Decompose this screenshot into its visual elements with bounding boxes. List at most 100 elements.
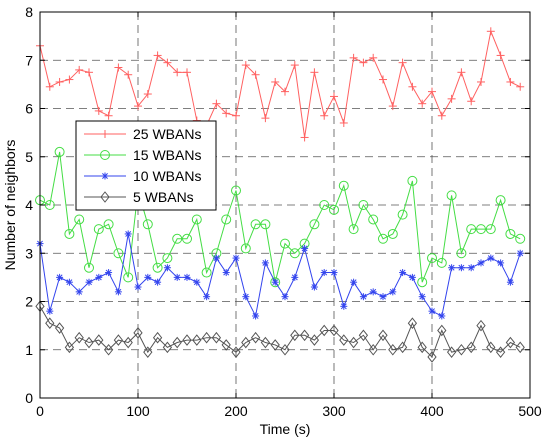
legend-box bbox=[75, 120, 217, 211]
data-point bbox=[54, 322, 65, 334]
marker-stroke bbox=[252, 313, 259, 319]
data-point bbox=[113, 334, 124, 346]
data-point bbox=[222, 109, 231, 118]
data-point bbox=[241, 61, 250, 70]
data-point bbox=[270, 277, 281, 288]
data-point bbox=[330, 269, 338, 277]
marker-stroke bbox=[125, 230, 132, 237]
data-point bbox=[515, 341, 525, 354]
data-point bbox=[456, 248, 467, 259]
marker-stroke bbox=[86, 279, 92, 286]
data-point bbox=[368, 343, 378, 356]
data-point bbox=[162, 253, 173, 264]
data-point bbox=[250, 331, 261, 344]
data-point bbox=[133, 327, 143, 339]
data-point bbox=[232, 111, 240, 120]
data-point bbox=[418, 99, 427, 108]
data-point bbox=[211, 331, 222, 344]
series-line bbox=[39, 233, 521, 318]
x-tick-label: 500 bbox=[518, 403, 542, 419]
x-tick-label: 200 bbox=[224, 403, 248, 419]
data-point bbox=[162, 341, 173, 354]
data-point bbox=[467, 97, 476, 106]
marker-stroke bbox=[399, 269, 406, 276]
data-point bbox=[487, 254, 495, 262]
data-point bbox=[182, 334, 192, 346]
data-point bbox=[103, 343, 114, 356]
marker-stroke bbox=[438, 313, 445, 319]
data-point bbox=[319, 200, 330, 210]
data-point bbox=[437, 324, 447, 337]
data-point bbox=[65, 278, 73, 286]
data-point bbox=[104, 111, 113, 120]
data-point bbox=[447, 94, 456, 103]
marker-stroke bbox=[497, 259, 504, 266]
marker-stroke bbox=[448, 264, 455, 271]
marker-stroke bbox=[350, 279, 357, 286]
data-point bbox=[183, 273, 191, 281]
data-point bbox=[388, 343, 398, 356]
marker-stroke bbox=[478, 259, 484, 266]
data-point bbox=[446, 190, 457, 201]
data-point bbox=[350, 278, 358, 286]
data-point bbox=[250, 219, 261, 230]
marker-stroke bbox=[389, 288, 396, 295]
data-point bbox=[330, 92, 338, 101]
data-point bbox=[505, 228, 516, 239]
data-point bbox=[407, 175, 418, 186]
data-point bbox=[309, 219, 320, 230]
data-point bbox=[505, 336, 516, 349]
data-point bbox=[369, 53, 378, 62]
y-axis-label: Number of neighbors bbox=[2, 140, 18, 271]
data-point bbox=[497, 259, 505, 267]
data-point bbox=[496, 51, 505, 60]
data-point bbox=[84, 262, 94, 273]
data-point bbox=[85, 68, 93, 77]
data-point bbox=[173, 273, 181, 281]
y-tick-labels: 0 1 2 3 4 5 6 7 8 bbox=[25, 4, 33, 406]
marker-stroke bbox=[429, 308, 435, 315]
data-point bbox=[172, 233, 183, 244]
legend-marker bbox=[101, 130, 109, 138]
data-point bbox=[56, 273, 64, 281]
data-point bbox=[437, 111, 446, 120]
data-point bbox=[85, 278, 93, 286]
marker-stroke bbox=[223, 269, 230, 276]
data-point bbox=[281, 87, 289, 96]
legend-marker bbox=[100, 150, 110, 160]
data-point bbox=[329, 324, 339, 337]
data-point bbox=[172, 336, 182, 349]
marker-stroke bbox=[340, 303, 347, 310]
marker-stroke bbox=[66, 279, 73, 286]
y-tick-label: 2 bbox=[25, 294, 33, 310]
marker-stroke bbox=[164, 264, 171, 271]
marker-stroke bbox=[272, 279, 279, 286]
data-point bbox=[55, 77, 64, 86]
data-point bbox=[290, 329, 300, 342]
legend-label: 25 WBANs bbox=[133, 126, 201, 142]
legend-marker bbox=[100, 191, 110, 203]
data-point bbox=[232, 254, 240, 262]
data-point bbox=[46, 307, 54, 315]
data-point bbox=[54, 146, 65, 157]
data-point bbox=[408, 273, 416, 281]
data-point bbox=[153, 51, 162, 60]
data-point bbox=[417, 341, 427, 354]
data-point bbox=[64, 341, 75, 354]
data-point bbox=[476, 224, 486, 235]
series-25-wbans bbox=[36, 27, 525, 142]
marker-stroke bbox=[193, 279, 200, 286]
data-point bbox=[75, 65, 84, 74]
data-point bbox=[251, 70, 260, 79]
data-point bbox=[495, 346, 506, 358]
data-point bbox=[203, 293, 211, 301]
data-point bbox=[93, 224, 104, 235]
data-point bbox=[221, 339, 231, 351]
data-point bbox=[173, 68, 182, 77]
marker-stroke bbox=[468, 264, 475, 271]
data-point bbox=[45, 82, 54, 91]
data-point bbox=[252, 312, 260, 320]
y-tick-label: 4 bbox=[25, 197, 33, 213]
data-point bbox=[65, 75, 74, 84]
data-point bbox=[486, 27, 495, 36]
